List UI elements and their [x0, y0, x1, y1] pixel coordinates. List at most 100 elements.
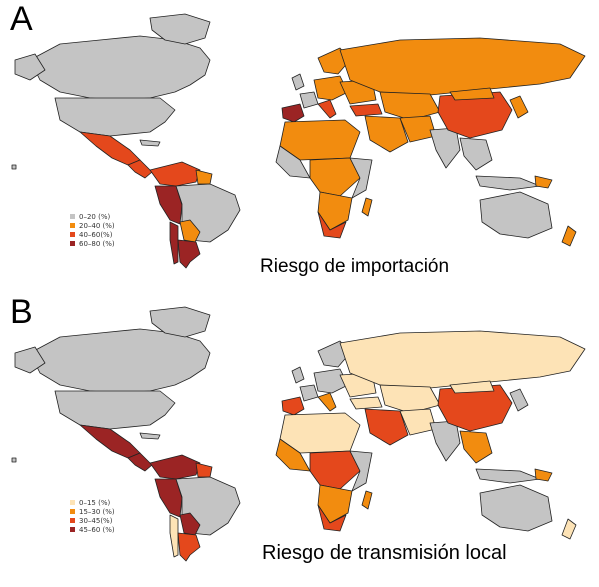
west-africa	[275, 438, 311, 472]
legend-label: 30–45(%)	[79, 516, 113, 525]
legend-swatch	[70, 214, 75, 219]
legend-swatch	[70, 232, 75, 237]
korea-japan	[509, 388, 529, 412]
legend-swatch	[70, 241, 75, 246]
turkey	[349, 396, 383, 410]
legend-swatch	[70, 527, 75, 532]
new-zealand	[561, 225, 577, 247]
chile	[169, 514, 179, 558]
cuba	[139, 432, 161, 440]
india	[429, 127, 461, 169]
world-map-import-risk	[11, 13, 586, 269]
china	[437, 91, 513, 139]
russia	[339, 37, 586, 97]
greenland	[149, 13, 211, 45]
guyanas	[195, 462, 213, 478]
legend-transmission: 0–15 (%) 15–30 (%) 30–45(%) 45–60 (%)	[70, 498, 115, 534]
canada	[29, 35, 211, 101]
panel-letter-b: B	[10, 293, 33, 331]
central-america	[127, 452, 153, 472]
legend-label: 0–20 (%)	[79, 212, 111, 221]
mongolia	[449, 87, 495, 101]
cuba	[139, 139, 161, 147]
legend-swatch	[70, 223, 75, 228]
legend-label: 0–15 (%)	[79, 498, 111, 507]
east-africa	[349, 157, 373, 199]
east-africa	[349, 450, 373, 492]
chile	[169, 221, 179, 265]
legend-label: 20–40 (%)	[79, 221, 115, 230]
legend-label: 40–60(%)	[79, 230, 113, 239]
southern-africa	[317, 191, 353, 231]
india	[429, 420, 461, 462]
bolivia-paraguay	[179, 219, 201, 243]
legend-swatch	[70, 518, 75, 523]
legend-item: 45–60 (%)	[70, 525, 115, 534]
world-map-local-transmission-risk	[11, 306, 586, 562]
madagascar	[361, 197, 373, 217]
southeast-asia	[459, 430, 493, 464]
legend-item: 20–40 (%)	[70, 221, 115, 230]
panel-b: B 0–15 (%) 15–30 (%) 30–45(%) 45–60 (%) …	[0, 293, 599, 586]
legend-swatch	[70, 509, 75, 514]
legend-item: 0–15 (%)	[70, 498, 115, 507]
hawaii	[11, 457, 17, 463]
uk	[291, 366, 305, 384]
papua	[534, 468, 553, 482]
italy	[317, 392, 337, 412]
australia	[479, 484, 553, 532]
south-africa	[317, 211, 347, 239]
mexico	[79, 424, 141, 459]
legend-item: 30–45(%)	[70, 516, 115, 525]
southeast-asia	[459, 137, 493, 171]
caption-import-risk: Riesgo de importación	[260, 256, 450, 277]
indonesia	[475, 468, 541, 484]
hawaii	[11, 164, 17, 170]
south-africa	[317, 504, 347, 532]
uk	[291, 73, 305, 91]
iberia	[281, 103, 305, 123]
papua	[534, 175, 553, 189]
guyanas	[195, 169, 213, 185]
france	[299, 384, 319, 402]
panel-letter-a: A	[10, 0, 33, 38]
middle-east	[364, 115, 409, 153]
legend-import: 0–20 (%) 20–40 (%) 40–60(%) 60–80 (%)	[70, 212, 115, 248]
alaska	[14, 346, 46, 374]
new-zealand	[561, 518, 577, 540]
greenland	[149, 306, 211, 338]
russia	[339, 330, 586, 390]
canada	[29, 328, 211, 394]
italy	[317, 99, 337, 119]
colombia-venezuela	[149, 454, 201, 480]
legend-swatch	[70, 500, 75, 505]
mongolia	[449, 380, 495, 394]
alaska	[14, 53, 46, 81]
legend-item: 15–30 (%)	[70, 507, 115, 516]
legend-label: 15–30 (%)	[79, 507, 115, 516]
colombia-venezuela	[149, 161, 201, 187]
legend-item: 40–60(%)	[70, 230, 115, 239]
mexico	[79, 131, 141, 166]
central-europe	[313, 75, 349, 101]
central-america	[127, 159, 153, 179]
legend-label: 45–60 (%)	[79, 525, 115, 534]
central-europe	[313, 368, 349, 394]
iberia	[281, 396, 305, 416]
legend-label: 60–80 (%)	[79, 239, 115, 248]
korea-japan	[509, 95, 529, 119]
indonesia	[475, 175, 541, 191]
legend-item: 60–80 (%)	[70, 239, 115, 248]
kazakhstan-central-asia	[379, 91, 441, 121]
kazakhstan-central-asia	[379, 384, 441, 414]
argentina	[177, 239, 201, 269]
china	[437, 384, 513, 432]
argentina	[177, 532, 201, 562]
usa	[54, 97, 176, 137]
australia	[479, 191, 553, 239]
madagascar	[361, 490, 373, 510]
panel-a: A 0–20 (%) 20–40 (%) 40–60(%) 60–80 (%) …	[0, 0, 599, 293]
legend-item: 0–20 (%)	[70, 212, 115, 221]
usa	[54, 390, 176, 430]
west-africa	[275, 145, 311, 179]
